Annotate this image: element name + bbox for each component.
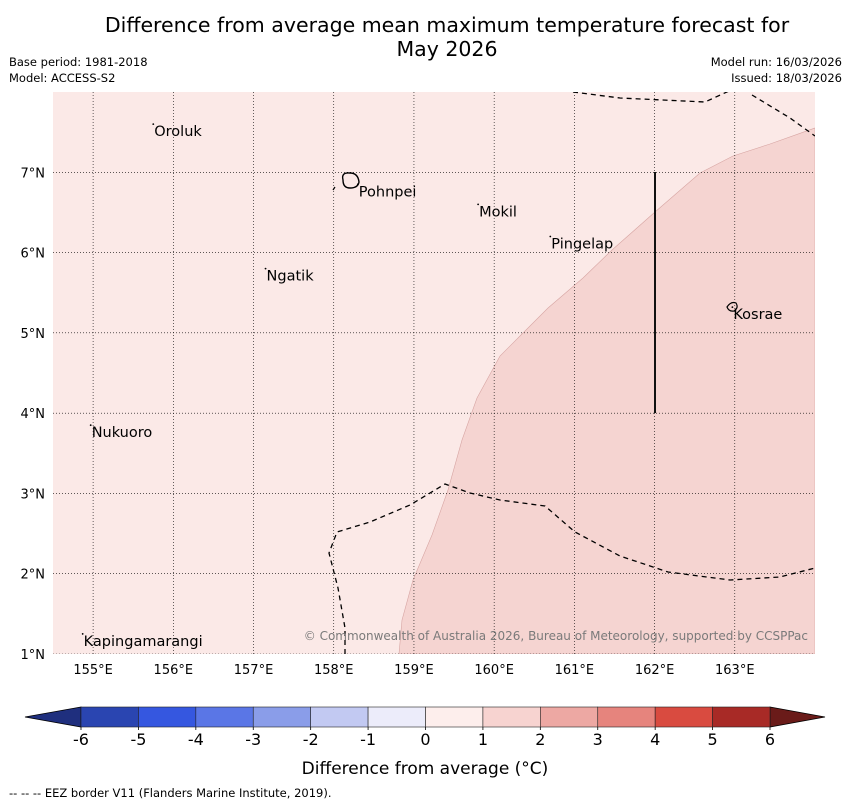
latitude-axis: 1°N 2°N 3°N 4°N 5°N 6°N 7°N [21,166,46,663]
place-label: Kapingamarangi [84,634,203,650]
lat-tick-label: 7°N [21,166,46,181]
eez-border-northeast [751,94,815,137]
lon-tick-label: 155°E [73,663,113,678]
colorbar-swatch [310,706,369,728]
colorbar-tick-label: 4 [650,730,660,749]
lon-tick-label: 160°E [474,663,514,678]
longitude-axis: 155°E 156°E 157°E 158°E 159°E 160°E 161°E 162°E… [73,663,754,678]
eez-legend: -- -- -- EEZ border V11 (Flanders Marine… [9,786,331,800]
colorbar-tick-label: 6 [765,730,775,749]
place-label: Pingelap [551,237,613,253]
place-label: Kosrae [733,307,782,323]
colorbar-tick-label: 5 [707,730,717,749]
chart-title: Difference from average mean maximum tem… [0,13,850,61]
lat-tick-label: 5°N [21,327,46,342]
colorbar-tick-label: 1 [478,730,488,749]
meta-left: Base period: 1981-2018 Model: ACCESS-S2 [9,54,148,86]
lat-tick-label: 1°N [21,648,46,663]
colorbar-swatch [367,706,426,728]
colorbar-tick-label: 0 [420,730,430,749]
colorbar-tick-label: -3 [245,730,261,749]
place-marker [356,183,359,186]
anomaly-1-to-2-region [398,127,815,654]
place-marker [81,633,84,635]
colorbar-tick-label: -2 [303,730,319,749]
pohnpei-islet [332,186,336,191]
colorbar-tick-label: -4 [188,730,204,749]
copyright-notice: © Commonwealth of Australia 2026, Bureau… [304,629,808,643]
colorbar-swatch [540,706,599,728]
colorbar-swatch [138,706,197,728]
colorbar-tick-label: 3 [593,730,603,749]
lat-tick-label: 4°N [21,407,46,422]
colorbar-swatch [654,706,713,728]
title-line-1: Difference from average mean maximum tem… [104,13,790,37]
colorbar-tick-label: 2 [535,730,545,749]
lon-tick-label: 163°E [715,663,755,678]
place-label: Ngatik [267,269,315,285]
lon-tick-label: 162°E [635,663,675,678]
eez-borders [328,92,815,654]
place-marker [89,424,92,427]
place-marker [731,306,734,309]
place-label: Mokil [479,204,517,220]
lon-tick-label: 159°E [394,663,434,678]
colorbar-tick-label: -1 [360,730,376,749]
place-marker [152,123,155,126]
lat-tick-label: 6°N [21,247,46,262]
place-labels: Oroluk Pohnpei Mokil Pingelap Ngatik Kosrae Nu… [81,123,782,650]
colorbar-swatch [712,706,771,728]
lon-tick-label: 158°E [314,663,354,678]
place-marker [264,267,267,270]
model-name: Model: ACCESS-S2 [9,71,116,85]
model-run: Model run: 16/03/2026 [710,55,842,69]
lon-tick-label: 161°E [555,663,595,678]
pohnpei-island [341,172,360,189]
colorbar-swatch [80,706,139,728]
colorbar-label: Difference from average (°C) [302,759,549,779]
colorbar-swatch [425,706,484,728]
colorbar-tick-label: -6 [73,730,89,749]
meta-right: Model run: 16/03/2026 Issued: 18/03/2026 [711,54,842,86]
colorbar-swatch [482,706,541,728]
colorbar-under-extension [24,706,82,728]
eez-border-south [328,483,815,654]
place-marker [477,203,480,206]
lat-tick-label: 2°N [21,568,46,583]
issued-date: Issued: 18/03/2026 [731,71,842,85]
lon-tick-label: 157°E [234,663,274,678]
kosrae-island [726,301,738,312]
colorbar-tick-label: -5 [130,730,146,749]
title-line-2: May 2026 [396,37,498,61]
colorbar: -6 -5 -4 -3 -2 -1 0 1 2 3 4 5 6 [24,706,826,749]
place-label: Oroluk [154,124,202,140]
base-period: Base period: 1981-2018 [9,55,148,69]
colorbar-over-extension [769,706,826,728]
lon-tick-label: 156°E [154,663,194,678]
colorbar-swatch [195,706,254,728]
lat-tick-label: 3°N [21,487,46,502]
place-marker [549,235,552,238]
place-label: Pohnpei [359,184,417,200]
place-label: Nukuoro [92,425,153,441]
colorbar-swatch [597,706,656,728]
colorbar-swatch [252,706,311,728]
